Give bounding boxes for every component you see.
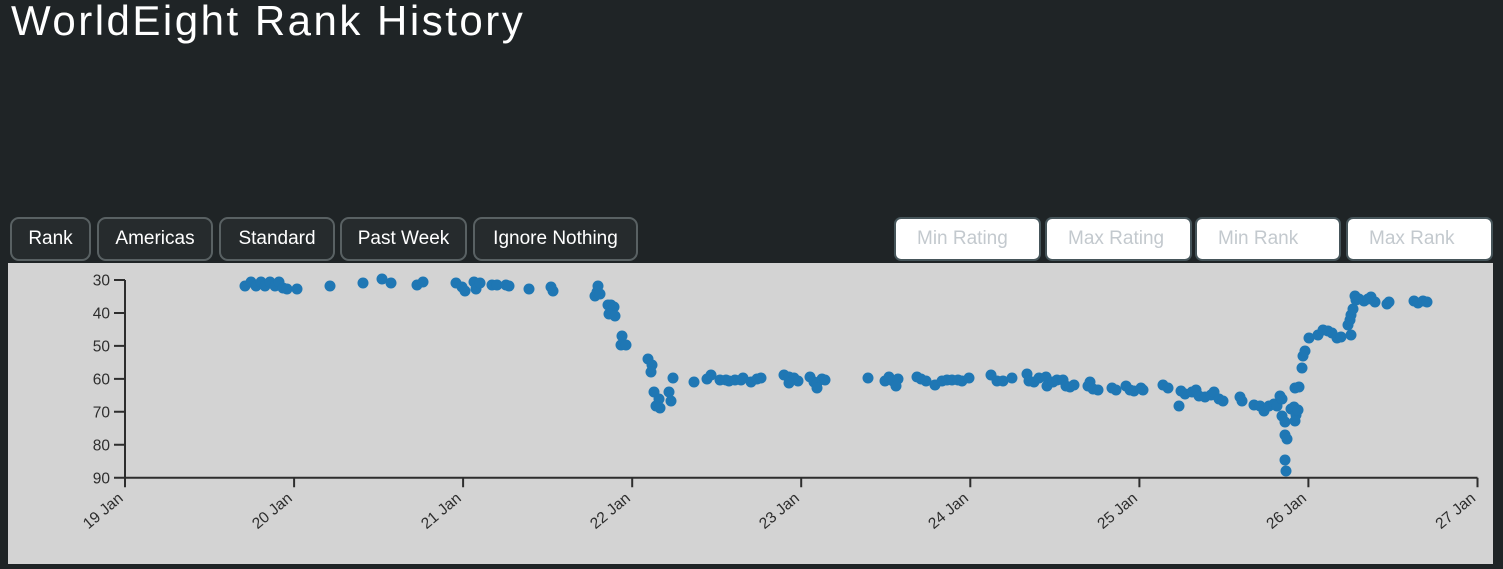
svg-text:30: 30	[93, 273, 111, 290]
svg-text:21 Jan: 21 Jan	[418, 490, 465, 533]
svg-text:90: 90	[93, 470, 111, 487]
svg-text:50: 50	[93, 339, 111, 356]
svg-text:26 Jan: 26 Jan	[1263, 490, 1310, 533]
svg-text:25 Jan: 25 Jan	[1094, 490, 1141, 533]
svg-text:20 Jan: 20 Jan	[249, 490, 296, 533]
svg-text:27 Jan: 27 Jan	[1432, 490, 1479, 533]
svg-text:70: 70	[93, 404, 111, 421]
svg-text:19 Jan: 19 Jan	[80, 490, 127, 533]
svg-text:80: 80	[93, 437, 111, 454]
svg-text:24 Jan: 24 Jan	[925, 490, 972, 533]
svg-text:60: 60	[93, 372, 111, 389]
svg-text:22 Jan: 22 Jan	[587, 490, 634, 533]
svg-text:40: 40	[93, 306, 111, 323]
svg-text:23 Jan: 23 Jan	[756, 490, 803, 533]
